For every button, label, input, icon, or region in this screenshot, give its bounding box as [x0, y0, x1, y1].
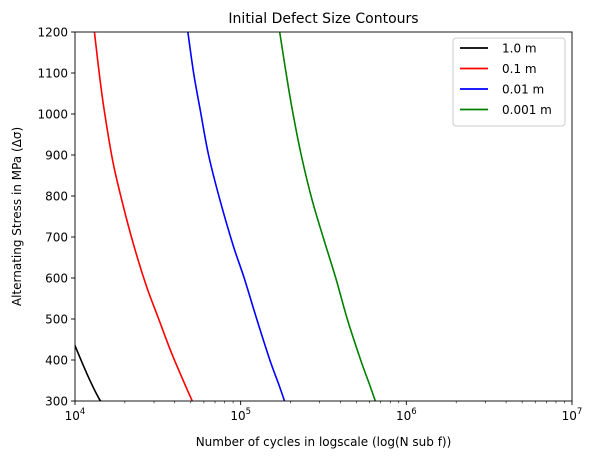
plot-frame	[74, 31, 573, 402]
chart-title: Initial Defect Size Contours	[228, 11, 418, 27]
series-line-2	[93, 32, 193, 401]
y-axis-label: Alternating Stress in MPa (Δσ)	[10, 127, 24, 306]
x-tick-label: 106	[396, 407, 417, 423]
y-tick-label: 800	[45, 190, 68, 204]
y-tick-label: 1200	[37, 26, 68, 40]
y-axis: 300 400 500 600 700 800 900 1000 1100 1200	[37, 26, 75, 409]
x-tick-label: 107	[562, 407, 583, 423]
y-tick-label: 900	[45, 149, 68, 163]
legend-label: 0.001 m	[502, 103, 552, 117]
series-line-3	[187, 32, 286, 401]
legend-frame	[452, 37, 566, 127]
series-line-4	[278, 32, 377, 401]
legend: 1.0 m 0.1 m 0.01 m 0.001 m	[452, 37, 566, 127]
legend-label: 0.1 m	[502, 62, 537, 76]
y-tick-label: 1000	[37, 108, 68, 122]
legend-label: 0.01 m	[502, 83, 544, 97]
y-tick-label: 300	[45, 395, 68, 409]
legend-label: 1.0 m	[502, 42, 537, 56]
y-tick-label: 400	[45, 354, 68, 368]
y-tick-label: 500	[45, 313, 68, 327]
x-tick-label: 104	[65, 407, 86, 423]
y-tick-label: 1100	[37, 67, 68, 81]
series-line-1	[75, 343, 102, 401]
x-axis: 104 105 106 107	[65, 401, 583, 423]
series-layer	[75, 32, 377, 401]
x-axis-label: Number of cycles in logscale (log(N sub …	[196, 435, 452, 449]
y-tick-label: 600	[45, 272, 68, 286]
y-tick-label: 700	[45, 231, 68, 245]
x-tick-label: 105	[230, 407, 251, 423]
